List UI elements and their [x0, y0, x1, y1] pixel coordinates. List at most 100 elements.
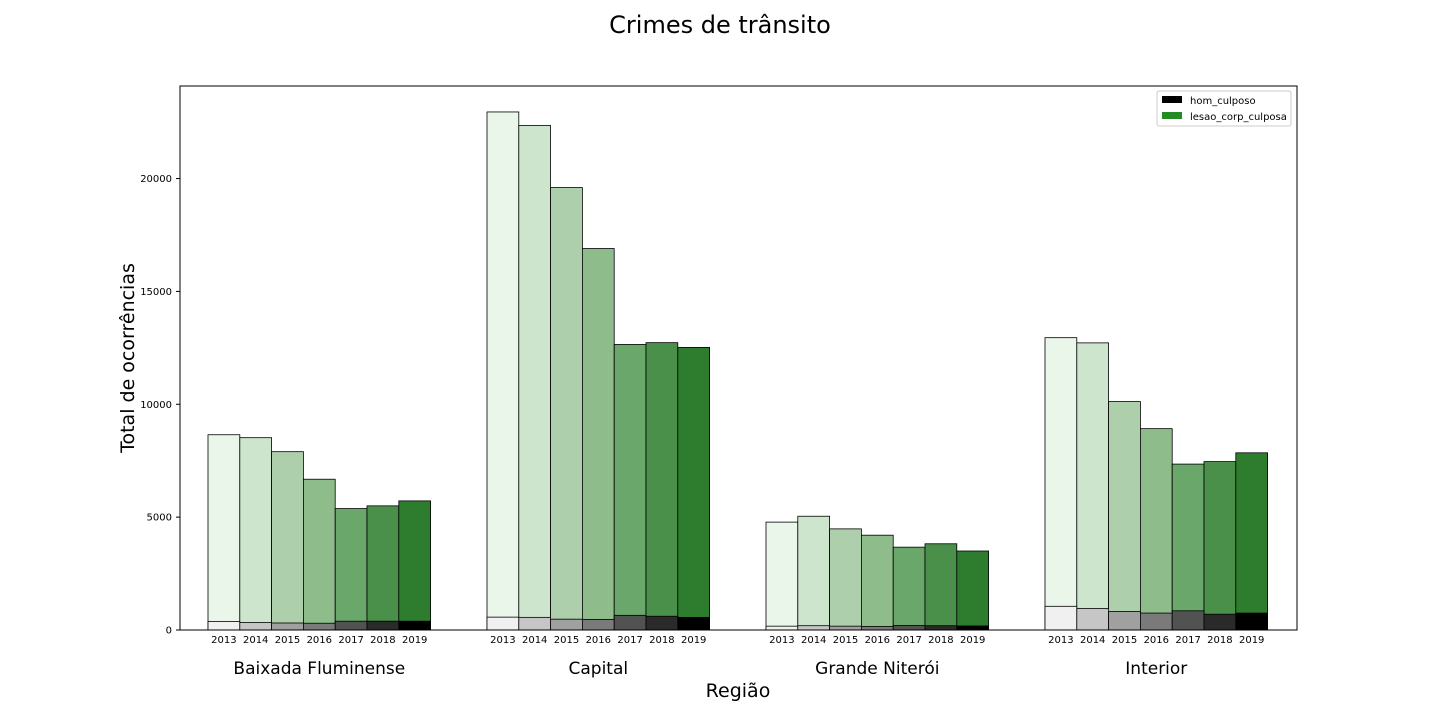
- bar-hom-1-2018: [645, 615, 679, 631]
- bar-hom-2-2014: [797, 625, 830, 631]
- bar-lesao-2-2015: [829, 528, 862, 631]
- year-tick-label: 2013: [490, 635, 515, 646]
- legend-box: [1156, 90, 1292, 127]
- year-tick-label: 2018: [649, 635, 674, 646]
- bar-hom-1-2013: [486, 616, 520, 631]
- year-tick-label: 2015: [275, 635, 300, 646]
- bar-hom-2-2018: [924, 625, 958, 631]
- year-tick-label: 2017: [617, 635, 642, 646]
- x-region-labels: Baixada Fluminense Capital Grande Niterói I…: [233, 659, 1187, 679]
- bar-lesao-0-2017: [334, 508, 368, 631]
- bar-hom-2-2016: [861, 625, 894, 631]
- legend: hom_culposo lesao_corp_culposa: [1156, 90, 1292, 127]
- bars-lesao-corp-culposa: [207, 111, 1269, 631]
- bar-hom-3-2018: [1203, 613, 1237, 631]
- bar-lesao-1-2014: [518, 125, 551, 631]
- bar-lesao-3-2017: [1171, 463, 1205, 631]
- year-tick-label: 2017: [896, 635, 921, 646]
- x-axis-label: Região: [706, 680, 771, 702]
- bar-hom-1-2014: [518, 616, 551, 631]
- bar-lesao-0-2018: [366, 505, 400, 631]
- bar-hom-0-2013: [207, 621, 241, 631]
- y-tick-label: 10000: [140, 400, 172, 411]
- bar-hom-0-2017: [334, 620, 368, 631]
- bar-hom-0-2014: [239, 622, 273, 631]
- year-tick-label: 2014: [801, 635, 826, 646]
- year-tick-label: 2019: [960, 635, 985, 646]
- bar-lesao-0-2019: [398, 500, 431, 631]
- bars-hom-culposo: [207, 605, 1269, 631]
- year-tick-label: 2018: [370, 635, 395, 646]
- bar-hom-3-2013: [1044, 605, 1078, 631]
- year-tick-label: 2013: [1048, 635, 1073, 646]
- bar-hom-0-2016: [302, 622, 336, 631]
- bar-lesao-2-2016: [861, 534, 894, 631]
- year-tick-label: 2017: [1175, 635, 1200, 646]
- bar-hom-1-2017: [613, 614, 647, 631]
- y-axis: 0 5000 10000 15000 20000: [140, 174, 180, 637]
- bar-lesao-1-2013: [486, 111, 520, 631]
- y-tick-label: 0: [166, 626, 172, 637]
- bar-hom-2-2017: [892, 625, 926, 631]
- plot-area-frame: [179, 85, 1298, 631]
- bar-lesao-1-2017: [613, 344, 647, 631]
- bar-hom-3-2017: [1171, 610, 1205, 631]
- bar-hom-2-2015: [829, 625, 862, 631]
- year-tick-label: 2015: [1112, 635, 1137, 646]
- bar-lesao-3-2018: [1203, 461, 1237, 631]
- region-label: Capital: [568, 659, 628, 679]
- region-label: Baixada Fluminense: [233, 659, 405, 679]
- year-tick-label: 2016: [1144, 635, 1169, 646]
- bar-lesao-3-2016: [1140, 428, 1173, 631]
- legend-label-lesao-corp-culposa: lesao_corp_culposa: [1190, 112, 1287, 123]
- bar-lesao-2-2014: [797, 515, 830, 631]
- year-tick-label: 2017: [338, 635, 363, 646]
- bar-hom-1-2015: [550, 618, 583, 631]
- year-tick-label: 2013: [211, 635, 236, 646]
- bar-hom-1-2016: [582, 618, 615, 631]
- year-tick-label: 2019: [402, 635, 427, 646]
- year-tick-label: 2019: [681, 635, 706, 646]
- legend-swatch-hom-culposo: [1162, 96, 1182, 103]
- bar-lesao-3-2013: [1044, 337, 1078, 631]
- bar-lesao-1-2015: [550, 187, 583, 631]
- bar-hom-0-2019: [398, 620, 431, 631]
- bar-hom-2-2013: [765, 625, 799, 631]
- y-tick-label: 5000: [147, 513, 172, 524]
- bar-lesao-3-2015: [1108, 401, 1141, 631]
- bar-hom-1-2019: [677, 616, 710, 631]
- bar-hom-0-2015: [271, 622, 304, 631]
- bar-hom-0-2018: [366, 620, 400, 631]
- year-tick-label: 2015: [554, 635, 579, 646]
- bar-hom-3-2016: [1140, 612, 1173, 631]
- region-label: Grande Niterói: [815, 659, 939, 679]
- bar-hom-3-2015: [1108, 611, 1141, 631]
- bar-lesao-2-2019: [956, 550, 989, 631]
- x-year-ticks: 2013 2014 2015 2016 2017 2018 2019 2013 2014 2015…: [211, 635, 1264, 646]
- bar-lesao-0-2015: [271, 451, 304, 631]
- bar-lesao-0-2014: [239, 437, 273, 631]
- bar-lesao-0-2013: [207, 434, 241, 631]
- bar-hom-3-2019: [1235, 612, 1269, 631]
- bar-hom-2-2019: [956, 625, 989, 631]
- bar-lesao-1-2016: [582, 248, 615, 631]
- year-tick-label: 2018: [928, 635, 953, 646]
- year-tick-label: 2016: [865, 635, 890, 646]
- y-tick-label: 15000: [140, 287, 172, 298]
- legend-swatch-lesao-corp-culposa: [1162, 112, 1182, 119]
- y-tick-label: 20000: [140, 174, 172, 185]
- year-tick-label: 2018: [1207, 635, 1232, 646]
- bar-lesao-1-2019: [677, 346, 710, 631]
- year-tick-label: 2016: [586, 635, 611, 646]
- region-label: Interior: [1125, 659, 1187, 679]
- year-tick-label: 2014: [243, 635, 268, 646]
- year-tick-label: 2015: [833, 635, 858, 646]
- bar-lesao-1-2018: [645, 342, 679, 631]
- year-tick-label: 2014: [1080, 635, 1105, 646]
- y-axis-label: Total de ocorrências: [117, 263, 139, 454]
- bar-lesao-2-2017: [892, 546, 926, 631]
- bar-lesao-3-2019: [1235, 452, 1269, 631]
- bar-hom-3-2014: [1076, 608, 1110, 631]
- year-tick-label: 2016: [307, 635, 332, 646]
